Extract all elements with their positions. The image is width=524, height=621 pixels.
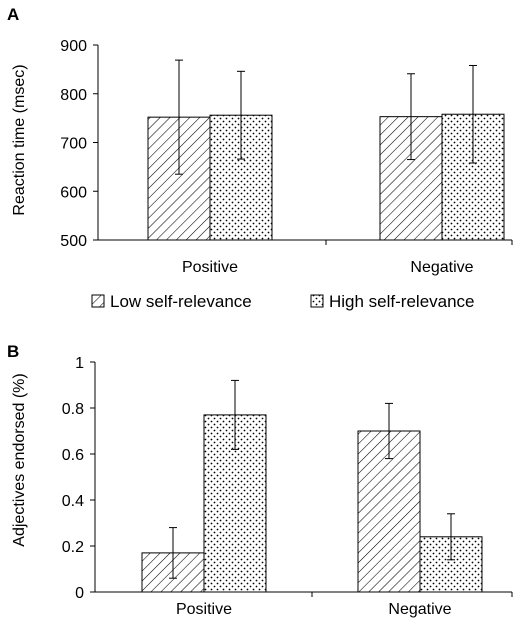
legend-swatch-low — [91, 294, 105, 308]
legend-label-low: Low self-relevance — [110, 292, 252, 311]
panel-a-y-tick-label: 500 — [60, 233, 87, 250]
legend-label-high: High self-relevance — [329, 292, 475, 311]
panel-b-y-tick-label: 0 — [75, 585, 84, 602]
panel-b-letter: B — [7, 342, 19, 361]
panel-b-y-tick-label: 0.8 — [62, 401, 84, 418]
panel-a-y-tick-label: 800 — [60, 87, 87, 104]
legend-swatch-high — [310, 294, 324, 308]
panel-b-category-label-negative: Negative — [388, 601, 451, 618]
panel-b-y-axis-title: Adjectives endorsed (%) — [11, 373, 28, 546]
panel-a-category-label-negative: Negative — [410, 259, 473, 276]
panel-a: A Reaction time (msec) 500 600 700 800 900 Po… — [7, 5, 513, 276]
panel-b-y-tick-label: 0.6 — [62, 447, 84, 464]
legend: Low self-relevance High self-relevance — [91, 292, 475, 311]
panel-b-y-tick-label: 0.4 — [62, 493, 84, 510]
panel-b-y-tick-label: 1 — [75, 355, 84, 372]
panel-a-y-tick-label: 700 — [60, 136, 87, 153]
panel-a-y-tick-label: 600 — [60, 184, 87, 201]
panel-b-category-label-positive: Positive — [176, 601, 232, 618]
panel-a-category-label-positive: Positive — [182, 259, 238, 276]
panel-a-y-tick-label: 900 — [60, 38, 87, 55]
panel-a-y-axis-title: Reaction time (msec) — [11, 64, 28, 215]
panel-b-y-tick-label: 0.2 — [62, 539, 84, 556]
panel-a-letter: A — [7, 5, 19, 24]
panel-b: B Adjectives endorsed (%) 0 0.2 0.4 0.6 0.8 1… — [7, 342, 513, 618]
